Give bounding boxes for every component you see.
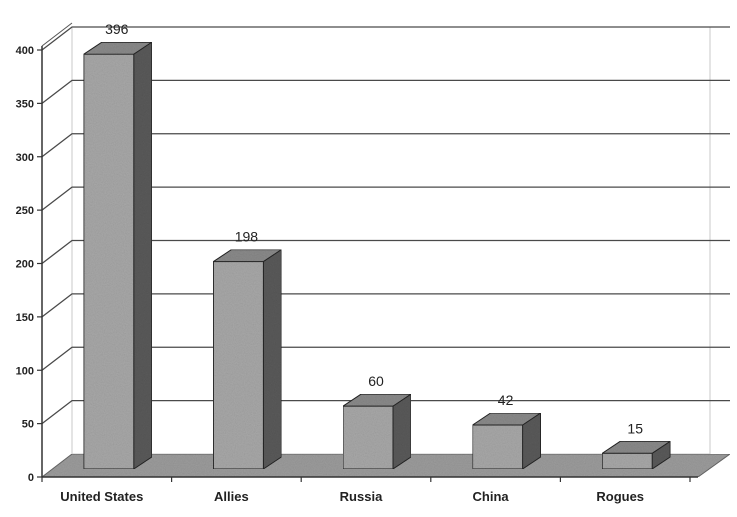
y-tick-label: 350	[16, 98, 34, 110]
bars	[82, 41, 672, 470]
gridline	[41, 399, 730, 425]
category-labels: United States Allies Russia China Rogues	[60, 489, 644, 504]
category-label: Allies	[214, 489, 249, 504]
y-tick-label: 250	[16, 205, 34, 217]
bar-0	[82, 41, 154, 470]
y-tick-label: 300	[16, 152, 34, 164]
bar-2	[341, 393, 413, 470]
bar-side-face	[262, 248, 282, 470]
value-label: 15	[627, 420, 643, 436]
y-tick-label: 0	[28, 472, 34, 484]
gridline	[41, 346, 730, 371]
y-tick-label: 50	[22, 419, 34, 431]
category-label: United States	[60, 489, 143, 504]
gridline	[41, 133, 730, 158]
category-label: Russia	[340, 489, 383, 504]
y-tick-label: 100	[16, 365, 34, 377]
gridline	[41, 186, 730, 211]
gridline	[41, 79, 730, 104]
bar-front-face	[472, 424, 524, 470]
y-tick-labels: 0 50 100 150 200 250 300 350 400	[16, 45, 42, 484]
value-label: 198	[235, 229, 259, 245]
bar-side-face	[392, 393, 412, 470]
value-label: 42	[498, 392, 514, 408]
bar-3	[470, 412, 543, 470]
category-label: Rogues	[596, 489, 644, 504]
gridline	[41, 239, 730, 265]
bar-front-face	[83, 53, 135, 470]
gridline	[41, 26, 730, 51]
bar-front-face	[601, 452, 653, 470]
gridlines	[41, 26, 730, 425]
bar-4	[600, 440, 672, 470]
axes	[41, 22, 698, 482]
value-label: 60	[368, 373, 384, 389]
category-label: China	[473, 489, 510, 504]
value-label: 396	[105, 21, 129, 37]
y-tick-label: 150	[16, 312, 34, 324]
bar-side-face	[133, 41, 153, 470]
bar-1	[211, 248, 284, 470]
y-axis-depth-line	[41, 22, 73, 47]
y-tick-label: 400	[16, 45, 34, 57]
gridline	[41, 293, 730, 318]
value-labels: 396 198 60 42 15	[105, 21, 643, 436]
bar-front-face	[212, 261, 264, 470]
y-tick-label: 200	[16, 259, 34, 271]
bar-front-face	[342, 405, 394, 470]
